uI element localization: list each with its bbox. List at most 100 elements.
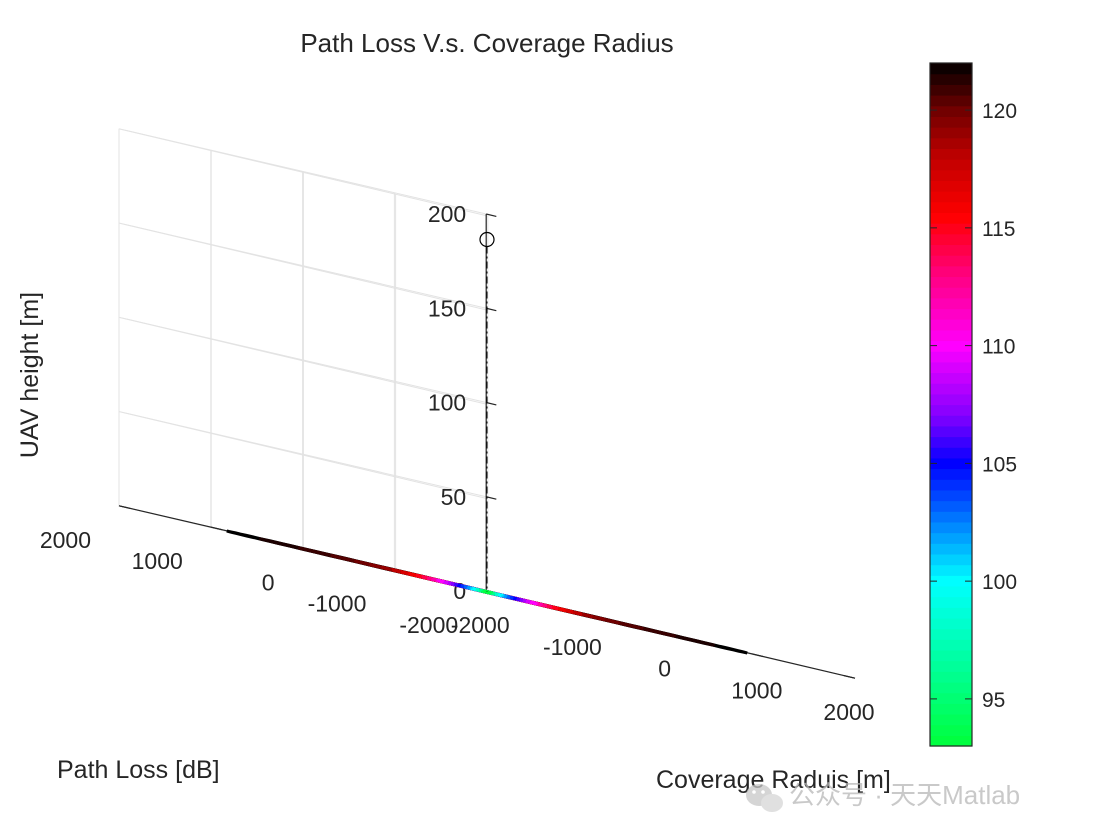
colorbar-segment xyxy=(930,436,972,448)
colorbar-segment xyxy=(930,361,972,374)
colorbar-segment xyxy=(930,276,972,288)
y-axis-label: Path Loss [dB] xyxy=(57,756,220,784)
colorbar-segment xyxy=(930,319,972,331)
colorbar-segment xyxy=(930,116,972,128)
colorbar-segment xyxy=(930,169,972,181)
x-tick-mark xyxy=(751,653,763,657)
colorbar-segment xyxy=(930,660,972,672)
colorbar-segment xyxy=(930,553,972,566)
y-tick-mark xyxy=(210,526,223,531)
colorbar-segment xyxy=(930,489,972,502)
colorbar-segment xyxy=(930,532,972,544)
colorbar-segment xyxy=(930,543,972,555)
watermark-text: 公众号 · 天天Matlab xyxy=(789,780,1020,810)
colorbar-segment xyxy=(930,137,972,149)
watermark: 公众号 · 天天Matlab xyxy=(746,780,1020,812)
x-tick-label: -1000 xyxy=(543,634,602,660)
colorbar-segment xyxy=(930,713,972,726)
colorbar-segment xyxy=(930,479,972,491)
colorbar-tick-label: 115 xyxy=(982,218,1015,241)
colorbar-segment xyxy=(930,148,972,160)
colorbar-segment xyxy=(930,329,972,342)
wechat-icon xyxy=(746,784,783,812)
colorbar-segment xyxy=(930,692,972,704)
colorbar-segment xyxy=(930,649,972,662)
colorbar-tick-label: 110 xyxy=(982,336,1015,359)
colorbar-segment xyxy=(930,511,972,523)
colorbar-segment xyxy=(930,340,972,352)
colorbar-segment xyxy=(930,607,972,619)
colorbar-segment xyxy=(930,404,972,416)
z-tick-label: 150 xyxy=(428,295,466,321)
y-tick-label: 2000 xyxy=(40,527,91,553)
y-tick-label: 0 xyxy=(262,569,275,595)
y-tick-mark xyxy=(118,505,131,509)
colorbar-segment xyxy=(930,159,972,171)
grid-line xyxy=(118,128,487,215)
colorbar-segment xyxy=(930,425,972,438)
colorbar-segment xyxy=(930,351,972,363)
grid-line xyxy=(118,411,487,498)
colorbar-segment xyxy=(930,628,972,640)
x-tick-label: -2000 xyxy=(451,612,510,638)
colorbar-segment xyxy=(930,201,972,213)
colorbar-segment xyxy=(930,671,972,683)
colorbar-segment xyxy=(930,681,972,694)
colorbar-segment xyxy=(930,308,972,320)
colorbar-segment xyxy=(930,735,972,747)
y-tick-label: -2000 xyxy=(399,612,458,638)
uav-marker xyxy=(479,231,495,248)
x-tick-label: 2000 xyxy=(823,699,874,725)
z-tick-mark xyxy=(486,307,497,312)
colorbar-tick-label: 105 xyxy=(982,453,1017,476)
colorbar-segment xyxy=(930,244,972,256)
colorbar-segment xyxy=(930,724,972,736)
y-tick-label: -1000 xyxy=(308,591,367,617)
colorbar-segment xyxy=(930,212,972,224)
colorbar-segment xyxy=(930,233,972,246)
x-axis-label: Coverage Raduis [m] xyxy=(656,766,891,794)
x-tick-mark xyxy=(843,675,856,679)
colorbar-segment xyxy=(930,585,972,598)
colorbar: 95 100 105 110 115 120 xyxy=(929,62,1017,747)
colorbar-segment xyxy=(930,191,972,203)
colorbar-segment xyxy=(930,127,972,139)
colorbar-segment xyxy=(930,84,972,96)
z-axis-label: UAV height [m] xyxy=(16,292,44,458)
z-tick-label: 50 xyxy=(441,484,467,510)
colorbar-segment xyxy=(930,639,972,651)
colorbar-segment xyxy=(930,468,972,480)
colorbar-segment xyxy=(930,393,972,406)
colorbar-segment xyxy=(930,265,972,278)
colorbar-segment xyxy=(930,500,972,512)
colorbar-segment xyxy=(930,95,972,107)
z-tick-label: 200 xyxy=(428,201,466,227)
colorbar-segment xyxy=(930,180,972,192)
colorbar-segment xyxy=(930,703,972,715)
grid-line xyxy=(118,316,487,403)
colorbar-segment xyxy=(930,105,972,117)
uav-marker-group xyxy=(479,231,495,592)
colorbar-segment xyxy=(930,596,972,608)
colorbar-segment xyxy=(930,255,972,267)
colorbar-segment xyxy=(930,287,972,299)
colorbar-segment xyxy=(930,223,972,235)
contour-plot xyxy=(226,529,748,655)
colorbar-frame xyxy=(929,62,973,747)
colorbar-segment xyxy=(930,564,972,576)
colorbar-segment xyxy=(930,383,972,395)
colorbar-segment xyxy=(930,415,972,427)
colorbar-segment xyxy=(930,521,972,534)
colorbar-segment xyxy=(930,617,972,630)
colorbar-tick-label: 120 xyxy=(982,100,1017,123)
colorbar-segment xyxy=(930,73,972,85)
z-tick-mark xyxy=(486,401,497,406)
z-tick-label: 100 xyxy=(428,390,466,416)
colorbar-segment xyxy=(930,297,972,310)
colorbar-segment xyxy=(930,372,972,384)
axes: -2000 -1000 0 1000 2000 -2000 -1000 0 1000 2000 0 5… xyxy=(40,201,875,725)
grid-line xyxy=(118,222,487,309)
chart-title: Path Loss V.s. Coverage Radius xyxy=(300,28,673,58)
y-tick-label: 1000 xyxy=(132,548,183,574)
